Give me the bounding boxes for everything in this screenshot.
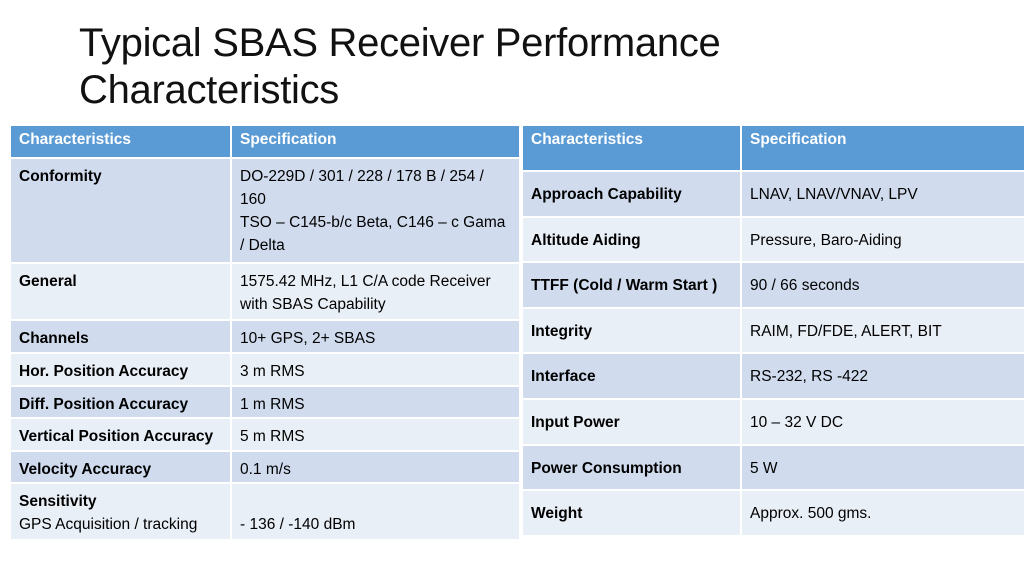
row-label: Altitude Aiding [521, 216, 742, 263]
table-header-row: Characteristics Specification [521, 124, 1024, 172]
table-row: Vertical Position Accuracy 5 m RMS [9, 417, 521, 452]
slide-title: Typical SBAS Receiver Performance Charac… [79, 21, 721, 112]
row-spec-cell: - 136 / -140 dBm [230, 482, 521, 541]
table-row: Velocity Accuracy 0.1 m/s [9, 450, 521, 484]
row-spec: - 136 / -140 dBm [240, 516, 356, 533]
row-label: Weight [521, 489, 742, 537]
row-spec: 0.1 m/s [230, 450, 521, 484]
table-row: Integrity RAIM, FD/FDE, ALERT, BIT [521, 307, 1024, 354]
specs-table-right: Characteristics Specification Approach C… [521, 124, 1024, 537]
row-label: Approach Capability [521, 170, 742, 218]
table-row: Approach Capability LNAV, LNAV/VNAV, LPV [521, 170, 1024, 218]
table-row: Interface RS-232, RS -422 [521, 352, 1024, 400]
row-spec: 1 m RMS [230, 385, 521, 419]
specs-table-left: Characteristics Specification Conformity… [9, 124, 521, 541]
table-row: Channels 10+ GPS, 2+ SBAS [9, 319, 521, 354]
row-label: Sensitivity [19, 493, 97, 510]
row-spec: 1575.42 MHz, L1 C/A code Receiver with S… [230, 262, 521, 321]
row-spec: DO-229D / 301 / 228 / 178 B / 254 / 160 … [230, 157, 521, 264]
table-row: Altitude Aiding Pressure, Baro-Aiding [521, 216, 1024, 263]
table-row: Conformity DO-229D / 301 / 228 / 178 B /… [9, 157, 521, 264]
row-label: Integrity [521, 307, 742, 354]
row-label: TTFF (Cold / Warm Start ) [521, 261, 742, 309]
table-row: General 1575.42 MHz, L1 C/A code Receive… [9, 262, 521, 321]
row-label: Diff. Position Accuracy [9, 385, 232, 419]
row-spec: 90 / 66 seconds [740, 261, 1024, 309]
row-label: Conformity [9, 157, 232, 264]
table-row: Weight Approx. 500 gms. [521, 489, 1024, 537]
row-spec: Pressure, Baro-Aiding [740, 216, 1024, 263]
row-label: Power Consumption [521, 444, 742, 491]
table-row: Power Consumption 5 W [521, 444, 1024, 491]
row-label: General [9, 262, 232, 321]
table-header-row: Characteristics Specification [9, 124, 521, 159]
row-label: Interface [521, 352, 742, 400]
row-spec: LNAV, LNAV/VNAV, LPV [740, 170, 1024, 218]
row-label-cell: Sensitivity GPS Acquisition / tracking [9, 482, 232, 541]
row-label: Velocity Accuracy [9, 450, 232, 484]
row-spec-line: DO-229D / 301 / 228 / 178 B / 254 / 160 [240, 168, 484, 208]
spacer [240, 490, 511, 513]
table-row: Sensitivity GPS Acquisition / tracking -… [9, 482, 521, 541]
column-header-characteristics: Characteristics [521, 124, 742, 172]
table-row: TTFF (Cold / Warm Start ) 90 / 66 second… [521, 261, 1024, 309]
row-spec: Approx. 500 gms. [740, 489, 1024, 537]
row-spec-line: TSO – C145-b/c Beta, C146 – c Gama / Del… [240, 214, 506, 254]
column-header-specification: Specification [230, 124, 521, 159]
table-row: Input Power 10 – 32 V DC [521, 398, 1024, 446]
row-spec: 10 – 32 V DC [740, 398, 1024, 446]
row-sublabel: GPS Acquisition / tracking [19, 516, 198, 533]
column-header-characteristics: Characteristics [9, 124, 232, 159]
row-spec: 5 W [740, 444, 1024, 491]
row-spec: RAIM, FD/FDE, ALERT, BIT [740, 307, 1024, 354]
row-spec: 10+ GPS, 2+ SBAS [230, 319, 521, 354]
row-label: Vertical Position Accuracy [9, 417, 232, 452]
row-spec: 3 m RMS [230, 352, 521, 387]
row-spec: RS-232, RS -422 [740, 352, 1024, 400]
row-label: Hor. Position Accuracy [9, 352, 232, 387]
table-row: Hor. Position Accuracy 3 m RMS [9, 352, 521, 387]
table-row: Diff. Position Accuracy 1 m RMS [9, 385, 521, 419]
row-label: Channels [9, 319, 232, 354]
row-spec: 5 m RMS [230, 417, 521, 452]
column-header-specification: Specification [740, 124, 1024, 172]
row-label: Input Power [521, 398, 742, 446]
